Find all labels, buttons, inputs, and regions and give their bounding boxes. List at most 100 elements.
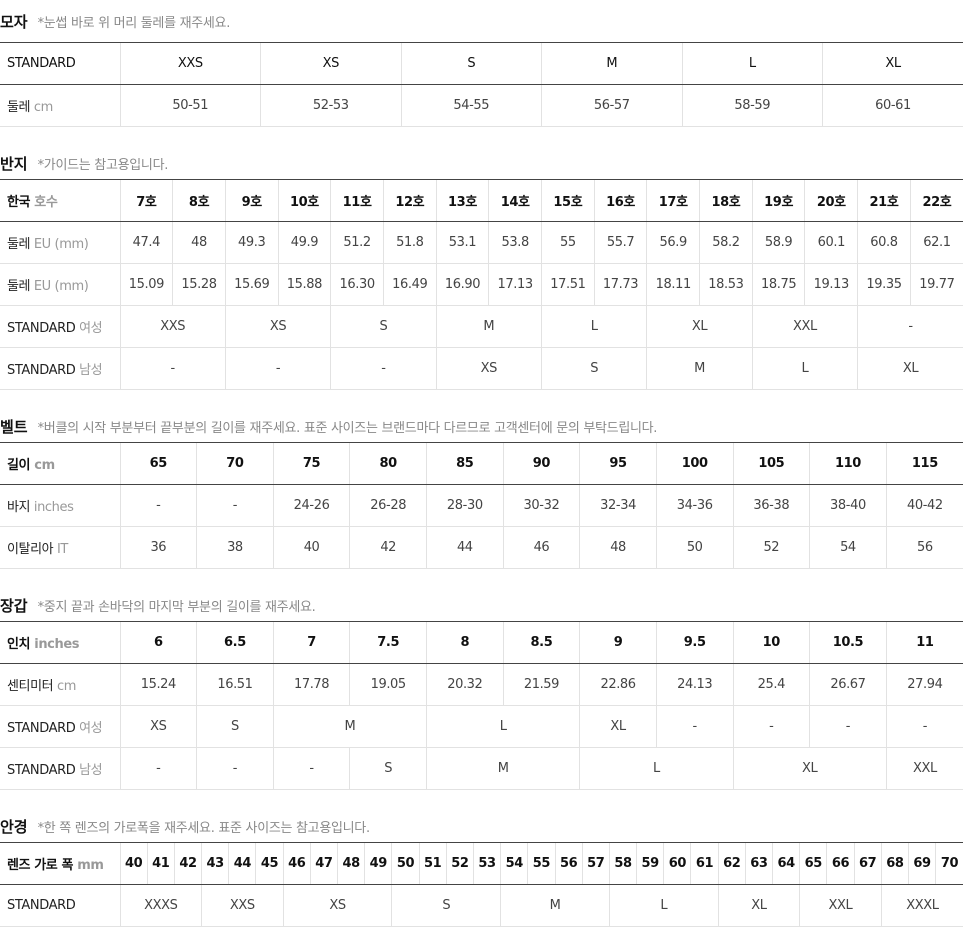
table-cell: 110 [810,443,887,485]
table-cell: 17.51 [542,264,595,306]
table-cell: 63 [745,843,772,885]
section-title: 벨트 [0,416,28,437]
label-unit: 여성 [79,321,102,336]
table-cell: 42 [174,843,201,885]
table-cell: M [436,306,541,348]
table-cell: 36 [120,527,197,569]
label-unit: cm [34,458,54,473]
table-cell: 41 [147,843,174,885]
table-cell: 7호 [120,180,173,222]
table-cell: L [682,43,823,85]
table-cell: 44 [229,843,256,885]
table-cell: - [197,485,274,527]
table-cell: S [197,706,274,748]
table-cell: 20.32 [427,664,504,706]
section-title: 모자 [0,11,28,32]
row-label: 둘레 EU (mm) [0,264,120,306]
table-cell: 7.5 [350,622,427,664]
table-cell: XXS [120,43,261,85]
table-cell: 53.8 [489,222,542,264]
table-cell: - [886,706,963,748]
section-heading: 안경*한 쪽 렌즈의 가로폭을 재주세요. 표준 사이즈는 참고용입니다. [0,790,963,842]
table-cell: XL [580,706,657,748]
table-cell: 10.5 [810,622,887,664]
table-cell: S [350,748,427,790]
table-cell: 52 [446,843,473,885]
table-cell: 68 [881,843,908,885]
table-cell: XS [436,348,541,390]
table-cell: - [120,485,197,527]
table-cell: - [197,748,274,790]
label-text: STANDARD [7,721,75,736]
table-cell: 52-53 [261,85,402,127]
label-unit: cm [34,100,53,115]
table-cell: XXL [800,885,882,927]
table-cell: 58.9 [752,222,805,264]
table-cell: 15.09 [120,264,173,306]
table-cell: 20호 [805,180,858,222]
table-cell: L [609,885,718,927]
table-cell: 47 [310,843,337,885]
label-text: 바지 [7,500,30,515]
table-cell: 49 [365,843,392,885]
table-cell: 69 [908,843,935,885]
table-cell: S [331,306,436,348]
table-cell: 14호 [489,180,542,222]
table-cell: 70 [936,843,963,885]
table-cell: XS [261,43,402,85]
section-title: 반지 [0,153,28,174]
label-text: 둘레 [7,237,30,252]
table-cell: 90 [503,443,580,485]
row-label: 센티미터 cm [0,664,120,706]
table-cell: 58-59 [682,85,823,127]
table-cell: 28-30 [427,485,504,527]
table-cell: 24.13 [656,664,733,706]
table-cell: 15.88 [278,264,331,306]
table-cell: 56 [555,843,582,885]
table-cell: 50 [392,843,419,885]
label-unit: 호수 [34,195,57,210]
table-cell: M [501,885,610,927]
table-cell: 36-38 [733,485,810,527]
table-cell: 10 [733,622,810,664]
label-unit: 남성 [79,363,102,378]
label-text: 둘레 [7,100,30,115]
table-cell: XXXS [120,885,202,927]
section-title: 장갑 [0,595,28,616]
table-cell: 53.1 [436,222,489,264]
table-cell: 60 [664,843,691,885]
table-cell: M [427,748,580,790]
table-cell: 16.51 [197,664,274,706]
table-cell: 22.86 [580,664,657,706]
table-cell: 55.7 [594,222,647,264]
table-cell: 19.13 [805,264,858,306]
section-note: *중지 끝과 손바닥의 마지막 부분의 길이를 재주세요. [38,596,316,615]
label-text: STANDARD [7,363,75,378]
table-cell: 15.28 [173,264,226,306]
label-text: 길이 [7,458,30,473]
table-cell: 62.1 [910,222,963,264]
table-cell: 54-55 [401,85,542,127]
table-cell: 11 [886,622,963,664]
table-cell: 95 [580,443,657,485]
table-cell: 60.1 [805,222,858,264]
table-cell: S [401,43,542,85]
section-heading: 벨트*버클의 시작 부분부터 끝부분의 길이를 재주세요. 표준 사이즈는 브랜… [0,390,963,442]
label-text: 센티미터 [7,679,53,694]
table-cell: 38 [197,527,274,569]
table-cell: 9 [580,622,657,664]
table-cell: L [580,748,733,790]
label-unit: EU (mm) [34,237,89,252]
table-cell: 11호 [331,180,384,222]
label-text: STANDARD [7,763,75,778]
table-cell: 60.8 [858,222,911,264]
table-cell: 75 [273,443,350,485]
row-label: 둘레 EU (mm) [0,222,120,264]
table-cell: 43 [202,843,229,885]
